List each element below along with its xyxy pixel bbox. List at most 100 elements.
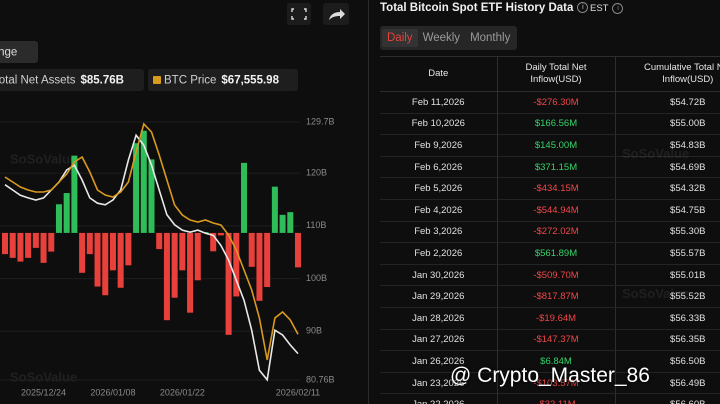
panel-title-text: Total Bitcoin Spot ETF History Data <box>380 2 574 14</box>
bar <box>17 232 24 262</box>
plot-area: SoSoValue SoSoValue 129.7B 120B 110B 100B 90B 8… <box>0 116 335 397</box>
table-cell: Feb 10,2026 <box>380 113 497 136</box>
range-button[interactable] <box>0 41 38 63</box>
bar <box>63 193 70 233</box>
bar <box>256 232 263 301</box>
panel-title: Total Bitcoin Spot ETF History Data i <box>380 2 589 14</box>
history-table: Date Daily Total Net Inflow(USD) Cumulativ… <box>380 56 720 404</box>
table-cell: Feb 6,2026 <box>380 156 497 179</box>
x-tick-label: 2026/01/22 <box>160 387 205 397</box>
history-panel: Total Bitcoin Spot ETF History Data i EST… <box>370 0 720 404</box>
y-tick-label: 110B <box>306 220 326 230</box>
table-cell: $6.84M <box>496 350 615 373</box>
legend-swatch <box>153 76 161 84</box>
table-cell: Jan 23,2026 <box>380 372 497 395</box>
bar <box>210 232 217 252</box>
timezone-text: EST <box>590 3 609 15</box>
bar <box>71 155 78 233</box>
bar <box>94 232 101 287</box>
table-cell: -$544.94M <box>496 199 615 222</box>
table-cell: Jan 30,2026 <box>380 264 497 287</box>
table-cell: Feb 5,2026 <box>380 177 497 200</box>
watermark: SoSoValue <box>10 151 77 166</box>
bar <box>148 159 155 233</box>
table-row: Jan 22,2026-$32.11M$56.60B <box>380 393 720 404</box>
handle-watermark: @ Crypto_Master_86 <box>450 364 650 387</box>
timezone: EST i <box>590 3 624 15</box>
table-row: Feb 4,2026 -$544.94M $54.75B <box>380 199 720 222</box>
table-cell: $55.57B <box>614 242 720 265</box>
bar <box>171 232 178 298</box>
legend-item[interactable] <box>0 69 144 91</box>
bar <box>102 232 109 296</box>
bar <box>133 143 140 233</box>
table-row: Feb 2,2026 $561.89M $55.57B <box>380 242 720 265</box>
bar <box>279 214 286 233</box>
table-cell: Feb 11,2026 <box>380 91 497 114</box>
info-icon[interactable]: i <box>577 2 589 14</box>
bar <box>271 186 278 233</box>
table-row: Jan 28,2026 -$19.64M $56.33B <box>380 307 720 330</box>
bar <box>287 212 294 233</box>
y-tick-label: 120B <box>306 168 327 178</box>
bar <box>140 130 147 233</box>
x-tick-label: 2025/12/24 <box>21 387 66 397</box>
tab[interactable]: Daily <box>382 29 418 47</box>
bar <box>179 232 186 271</box>
table-row: Feb 3,2026 -$272.02M $55.30B <box>380 221 720 244</box>
table-cell: $54.32B <box>614 177 720 200</box>
bar <box>1 232 9 255</box>
table-cell: $371.15M <box>496 156 615 179</box>
table-row: Feb 11,2026 -$276.30M $54.72B <box>380 91 720 114</box>
table-cell: $54.69B <box>614 156 720 179</box>
table-cell: -$434.15M <box>496 177 615 200</box>
table-cell: -$147.37M <box>496 329 615 352</box>
table-cell: Jan 26,2026 <box>380 350 497 373</box>
y-tick-label: 90B <box>306 326 322 336</box>
bar <box>163 232 170 321</box>
legend-value: $67,555.98 <box>221 75 279 87</box>
tab-bar: Daily Weekly Monthly <box>380 26 518 50</box>
share-icon <box>329 9 345 20</box>
bar <box>9 232 16 258</box>
legend-value: $85.76B <box>80 75 123 87</box>
table-cell: Feb 4,2026 <box>380 199 497 222</box>
chart-panel: Change Total Net Assets $85.76B BTC Price $… <box>0 3 349 397</box>
table-header: Date Daily Total Net Inflow(USD) Cumulativ… <box>380 56 720 92</box>
table-row: Feb 6,2026 $371.15M $54.69B <box>380 156 720 179</box>
table-cell: -$272.02M <box>496 221 615 244</box>
table-body: Feb 11,2026 -$276.30M $54.72B Feb 10,2026 $1… <box>380 91 720 404</box>
table-cell: Feb 2,2026 <box>380 242 497 265</box>
watermark: SoSoValue <box>622 146 690 161</box>
table-cell: -$509.70M <box>496 264 615 287</box>
legend-item[interactable] <box>148 69 298 91</box>
table-row: Jan 29,2026 -$817.87M $55.52B <box>380 285 720 308</box>
column-header: Daily Total Net Inflow(USD) <box>496 56 615 92</box>
table-row: Jan 26,2026 $6.84M $56.50B <box>380 350 720 373</box>
watermark: SoSoValue <box>622 286 690 301</box>
chart: Change Total Net Assets $85.76B BTC Price $… <box>0 3 349 397</box>
bar <box>187 232 194 313</box>
line-series <box>4 122 299 361</box>
info-icon[interactable]: i <box>612 3 624 14</box>
bar <box>156 232 163 250</box>
table-cell: $54.72B <box>614 91 720 114</box>
bar <box>194 232 201 281</box>
legend-label: BTC Price <box>164 75 216 87</box>
table-cell: Jan 27,2026 <box>380 329 497 352</box>
tab[interactable]: Weekly <box>422 32 461 44</box>
fullscreen-button[interactable] <box>287 3 311 25</box>
table-cell: $55.30B <box>614 221 720 244</box>
table-cell: $56.49B <box>614 372 720 395</box>
table-cell: Jan 28,2026 <box>380 307 497 330</box>
table-cell: Feb 9,2026 <box>380 134 497 157</box>
y-tick-label: 100B <box>306 273 327 283</box>
tab[interactable]: Monthly <box>470 32 511 44</box>
bar <box>25 232 32 258</box>
table-row: Feb 10,2026 $166.56M $55.00B <box>380 113 720 136</box>
table-cell: $561.89M <box>496 242 615 265</box>
table-cell: Jan 29,2026 <box>380 285 497 308</box>
table-row: Feb 5,2026 -$434.15M $54.32B <box>380 177 720 200</box>
bar <box>264 232 271 288</box>
bar <box>117 232 124 288</box>
